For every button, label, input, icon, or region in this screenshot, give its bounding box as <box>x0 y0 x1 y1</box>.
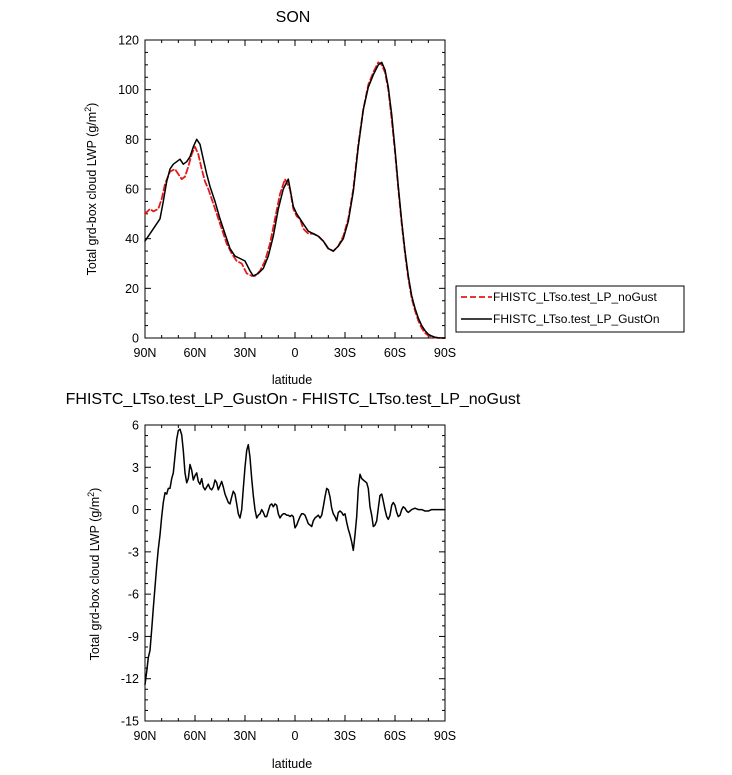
bottom-x-axis-label: latitude <box>272 757 312 771</box>
x-tick-label: 30S <box>334 729 356 743</box>
x-tick-label: 30S <box>334 346 356 360</box>
y-tick-label: -6 <box>128 588 139 602</box>
series-line-guston <box>144 61 446 339</box>
y-tick-label: 100 <box>118 83 139 97</box>
top-plot-frame <box>144 39 446 339</box>
x-tick-label: 60S <box>384 346 406 360</box>
y-tick-label: 0 <box>132 503 139 517</box>
x-tick-label: 60N <box>184 729 207 743</box>
x-tick-label: 90S <box>434 729 456 743</box>
series-line-difference <box>144 428 446 686</box>
top-x-axis-label: latitude <box>272 373 312 387</box>
x-tick-label: 0 <box>292 729 299 743</box>
x-tick-label: 90N <box>134 729 157 743</box>
y-tick-label: 40 <box>125 232 139 246</box>
bottom-panel: FHISTC_LTso.test_LP_GustOn - FHISTC_LTso… <box>66 391 521 771</box>
y-tick-label: 6 <box>132 419 139 433</box>
y-tick-label: 3 <box>132 461 139 475</box>
y-tick-label: -12 <box>121 672 139 686</box>
y-tick-label: 20 <box>125 282 139 296</box>
legend-box <box>455 285 685 333</box>
x-tick-label: 90N <box>134 346 157 360</box>
top-chart-title: SON <box>276 9 311 26</box>
y-tick-label: 0 <box>132 332 139 346</box>
x-tick-label: 90S <box>434 346 456 360</box>
bottom-chart-title: FHISTC_LTso.test_LP_GustOn - FHISTC_LTso… <box>66 391 521 408</box>
y-tick-label: -9 <box>128 630 139 644</box>
bottom-axes: -15 -12 -9 -6 -3 0 3 6 90N 60N 30N 0 30S 60S 90S <box>121 419 456 744</box>
x-tick-label: 60S <box>384 729 406 743</box>
y-tick-label: 80 <box>125 133 139 147</box>
x-tick-label: 30N <box>234 729 257 743</box>
top-series-lines <box>144 61 446 339</box>
y-tick-label: 120 <box>118 34 139 48</box>
legend: FHISTC_LTso.test_LP_noGust FHISTC_LTso.t… <box>455 285 685 333</box>
x-tick-label: 0 <box>292 346 299 360</box>
top-panel: SON 0 20 40 60 80 100 120 90N 60N 30N 0 30S 60S 90S l… <box>83 9 456 387</box>
y-tick-label: -3 <box>128 545 139 559</box>
legend-label-nogust: FHISTC_LTso.test_LP_noGust <box>493 290 658 304</box>
y-tick-label: -15 <box>121 715 139 729</box>
bottom-series-lines <box>144 428 446 686</box>
top-y-axis-label: Total grd-box cloud LWP (g/m2) <box>83 103 99 276</box>
y-tick-label: 60 <box>125 183 139 197</box>
x-tick-label: 60N <box>184 346 207 360</box>
legend-label-guston: FHISTC_LTso.test_LP_GustOn <box>493 312 660 326</box>
x-tick-label: 30N <box>234 346 257 360</box>
top-axes: 0 20 40 60 80 100 120 90N 60N 30N 0 30S 60S 90S <box>118 34 456 361</box>
bottom-y-axis-label: Total grd-box cloud LWP (g/m2) <box>86 488 102 661</box>
